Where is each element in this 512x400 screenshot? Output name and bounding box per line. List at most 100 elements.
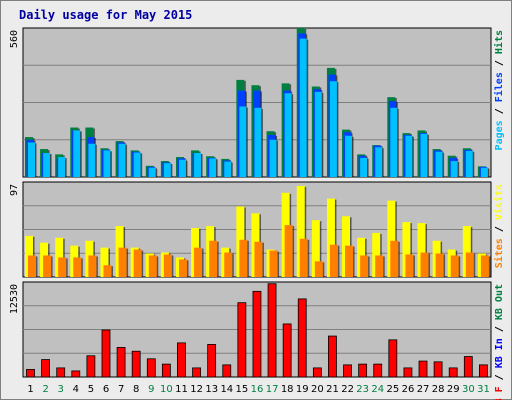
y-max-label: 12530 (9, 284, 20, 314)
bar-sites-day-17 (269, 250, 278, 277)
bar-kb-f-day-10 (161, 363, 171, 378)
bar-pages-day-2 (43, 153, 51, 177)
x-tick-label: 28 (432, 384, 445, 395)
bar-sites-day-27 (420, 252, 429, 277)
x-tick-label: 12 (190, 384, 203, 395)
bar-sites-day-29 (450, 255, 459, 277)
bar-kb-f-day-12 (192, 367, 201, 378)
bar-sites-day-8 (133, 249, 142, 277)
bar-kb-f-day-5 (86, 355, 96, 378)
bar-kb-f-day-3 (56, 367, 66, 378)
bar-pages-day-15 (239, 106, 247, 177)
legend-entry: Sites (493, 238, 505, 268)
bar-pages-day-11 (178, 159, 186, 177)
bar-visits-day-19 (296, 185, 305, 277)
bar-sites-day-21 (329, 244, 338, 277)
bar-pages-day-16 (254, 107, 262, 177)
bar-pages-day-7 (118, 143, 126, 177)
bar-sites-day-28 (435, 253, 444, 277)
bar-visits-day-25 (387, 200, 396, 277)
x-tick-label: 13 (205, 384, 218, 395)
bar-pages-day-31 (480, 167, 488, 177)
bar-kb-f-day-29 (448, 367, 458, 378)
bar-kb-f-day-26 (403, 367, 413, 378)
bar-sites-day-11 (178, 259, 187, 277)
bar-kb-f-day-9 (146, 358, 156, 378)
bar-visits-day-6 (100, 247, 109, 277)
legend-entry: / (494, 102, 505, 120)
x-tick-label: 25 (387, 384, 400, 395)
legend-bottom: KB F / KB In / KB Out (494, 284, 505, 400)
x-tick-label: 14 (220, 384, 233, 395)
bar-pages-day-20 (314, 91, 322, 177)
bar-pages-day-9 (148, 167, 156, 177)
x-tick-label: 1 (27, 384, 33, 395)
legend-middle: Sites / Visits (493, 184, 505, 268)
bar-sites-day-1 (28, 255, 36, 277)
bar-pages-day-18 (284, 93, 292, 177)
bar-kb-f-day-4 (71, 370, 81, 378)
bar-pages-day-27 (420, 133, 428, 177)
bar-kb-f-day-23 (358, 363, 368, 378)
legend-entry: Pages (494, 120, 505, 150)
legend-entry: KB F (494, 386, 505, 400)
bar-pages-day-13 (209, 158, 217, 177)
bar-visits-day-24 (372, 232, 381, 277)
bar-kb-f-day-14 (222, 364, 232, 378)
bar-sites-day-15 (239, 239, 248, 277)
panel-top: 560 Pages / Files / Hits (9, 27, 505, 178)
bar-sites-day-10 (163, 254, 172, 277)
bar-pages-day-3 (58, 157, 66, 177)
bar-visits-day-3 (55, 237, 64, 277)
bar-sites-day-23 (360, 255, 369, 277)
bar-visits-day-26 (402, 222, 411, 277)
bar-pages-day-17 (269, 139, 277, 177)
bar-sites-day-26 (405, 254, 414, 277)
legend-entry: Files (493, 72, 505, 102)
legend-entry: KB In (494, 338, 505, 368)
bar-pages-day-10 (163, 163, 171, 177)
bar-kb-f-day-18 (282, 323, 292, 378)
x-tick-label: 31 (477, 384, 490, 395)
bar-pages-day-8 (133, 152, 141, 177)
legend-entry: Hits (493, 30, 505, 54)
x-tick-label: 6 (103, 384, 109, 395)
bar-visits-day-21 (326, 198, 335, 277)
bar-kb-f-day-21 (328, 335, 337, 378)
x-tick-label: 15 (236, 384, 249, 395)
bar-sites-day-25 (390, 240, 399, 277)
bar-kb-f-day-19 (297, 298, 307, 378)
legend-entry: Visits (493, 184, 505, 220)
legend-entry: / (494, 368, 505, 386)
bar-sites-day-9 (148, 255, 157, 277)
bar-kb-f-day-13 (207, 343, 217, 378)
x-tick-label: 30 (462, 384, 475, 395)
legend-entry: / (494, 320, 505, 338)
bar-kb-f-day-16 (252, 290, 262, 378)
bar-pages-day-1 (28, 142, 35, 177)
bar-kb-f-day-25 (388, 339, 398, 378)
panel-middle: 97 Sites / Visits (9, 181, 505, 278)
bar-pages-day-29 (450, 161, 458, 177)
bar-sites-day-2 (43, 255, 52, 277)
bar-pages-day-21 (329, 81, 337, 177)
bar-visits-day-20 (311, 220, 320, 277)
x-tick-label: 29 (447, 384, 460, 395)
bar-pages-day-28 (435, 151, 443, 177)
bar-pages-day-12 (194, 153, 202, 177)
x-tick-label: 26 (402, 384, 415, 395)
bar-pages-day-5 (88, 143, 96, 177)
legend-top: Pages / Files / Hits (493, 30, 505, 150)
bar-pages-day-23 (360, 157, 368, 177)
bar-sites-day-13 (209, 240, 218, 277)
bar-visits-day-30 (462, 226, 471, 277)
bar-kb-f-day-31 (479, 364, 488, 378)
bar-sites-day-24 (375, 255, 384, 277)
bar-kb-f-day-11 (177, 342, 186, 378)
bar-kb-f-day-27 (418, 360, 428, 378)
bar-pages-day-25 (390, 107, 398, 177)
bar-kb-f-day-2 (41, 359, 50, 378)
x-tick-label: 24 (371, 384, 384, 395)
bar-kb-f-day-8 (131, 350, 141, 378)
